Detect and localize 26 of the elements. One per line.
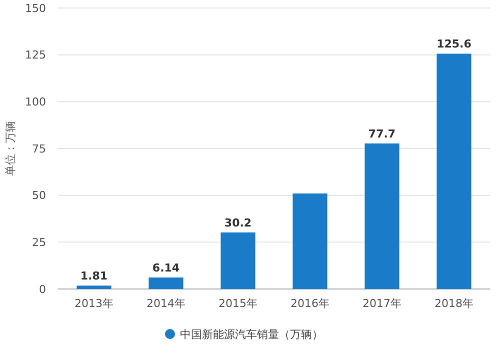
- data-label: 77.7: [368, 127, 396, 140]
- y-tick-label: 0: [39, 282, 46, 296]
- y-axis-title: 单位：万辆: [4, 121, 17, 176]
- y-tick-label: 50: [32, 189, 46, 202]
- data-label: 1.81: [80, 270, 108, 283]
- y-tick-label: 75: [32, 142, 46, 156]
- bar: [76, 286, 112, 289]
- data-label: 30.2: [224, 216, 252, 230]
- x-tick-label: 2015年: [218, 297, 258, 310]
- data-label: 6.14: [152, 262, 180, 274]
- x-tick-label: 2018年: [434, 297, 474, 310]
- bar: [292, 193, 328, 289]
- y-tick-label: 100: [25, 96, 46, 109]
- bar: [148, 278, 184, 289]
- x-tick-label: 2014年: [146, 297, 186, 310]
- y-tick-label: 125: [25, 48, 46, 62]
- x-tick-label: 2013年: [74, 297, 114, 310]
- x-tick-label: 2017年: [362, 297, 402, 310]
- y-tick-label: 25: [32, 236, 46, 250]
- x-tick-label: 2016年: [290, 297, 330, 310]
- bar: [436, 54, 472, 289]
- bar: [364, 143, 400, 289]
- bar: [220, 232, 256, 289]
- y-tick-label: 150: [25, 2, 46, 15]
- data-label: 125.6: [436, 38, 472, 51]
- legend-label: 中国新能源汽车销量（万辆）: [180, 328, 323, 341]
